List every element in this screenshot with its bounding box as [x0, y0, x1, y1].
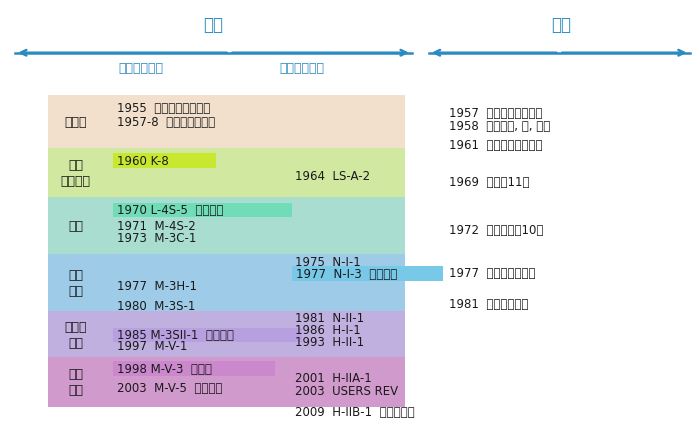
Text: 1960 K-8: 1960 K-8 [118, 155, 169, 167]
Bar [113, 154, 216, 168]
Text: 1993  H-II-1: 1993 H-II-1 [295, 335, 364, 348]
Bar [48, 149, 405, 198]
Text: 静止
衛星: 静止 衛星 [68, 269, 83, 298]
Text: 1981  コロンビア号: 1981 コロンビア号 [449, 297, 528, 310]
Text: 観測
ロケット: 観測 ロケット [61, 158, 90, 187]
Text: 1998 M-V-3  のぞみ: 1998 M-V-3 のぞみ [118, 362, 212, 375]
Text: 1985 M-3SII-1  さきがけ: 1985 M-3SII-1 さきがけ [118, 329, 234, 342]
Text: 1977  サリュート６号: 1977 サリュート６号 [449, 267, 536, 279]
Text: 1981  N-II-1: 1981 N-II-1 [295, 311, 364, 324]
Text: 2003  USERS REV: 2003 USERS REV [295, 384, 398, 397]
Text: 固体ロケット: 固体ロケット [118, 61, 163, 75]
Text: 1961  ヴォストーク１号: 1961 ヴォストーク１号 [449, 138, 543, 151]
Text: 2001  H-IIA-1: 2001 H-IIA-1 [295, 371, 372, 385]
Bar [48, 312, 405, 357]
Bar [48, 95, 405, 149]
Text: 1972  パイオニア10号: 1972 パイオニア10号 [449, 224, 544, 236]
Text: 1975  N-I-1: 1975 N-I-1 [295, 255, 361, 268]
Text: 1969  アポロ11号: 1969 アポロ11号 [449, 176, 530, 188]
Text: 1958  ルナー１, ２, ３号: 1958 ルナー１, ２, ３号 [449, 119, 551, 132]
Bar [48, 357, 405, 406]
Bar [113, 203, 292, 218]
Bar [113, 361, 274, 376]
Text: 2009  H-IIB-1  こうのとり: 2009 H-IIB-1 こうのとり [295, 405, 414, 417]
Text: 衛星: 衛星 [68, 220, 83, 233]
Text: 1997  M-V-1: 1997 M-V-1 [117, 340, 187, 352]
Text: 日本: 日本 [203, 16, 223, 34]
Text: 1970 L-4S-5  おおすみ: 1970 L-4S-5 おおすみ [118, 204, 224, 217]
Text: 1977  N-I-3  きく２号: 1977 N-I-3 きく２号 [296, 267, 397, 280]
Text: 1955  ペンシルロケット: 1955 ペンシルロケット [117, 102, 210, 115]
Text: 1980  M-3S-1: 1980 M-3S-1 [117, 299, 195, 312]
Bar [113, 328, 302, 343]
Text: 1977  M-3H-1: 1977 M-3H-1 [117, 279, 197, 292]
Text: 惑星
探査: 惑星 探査 [68, 367, 83, 396]
Text: 草創期: 草創期 [64, 115, 87, 128]
Text: 液体ロケット: 液体ロケット [279, 61, 325, 75]
Bar [292, 267, 442, 281]
Text: 世界: 世界 [552, 16, 571, 34]
Text: 1973  M-3C-1: 1973 M-3C-1 [117, 232, 196, 245]
Bar [48, 255, 405, 312]
Text: 2003  M-V-5  はやぶさ: 2003 M-V-5 はやぶさ [117, 381, 222, 394]
Text: 1964  LS-A-2: 1964 LS-A-2 [295, 169, 370, 182]
Text: 惑星間
探査: 惑星間 探査 [64, 320, 87, 349]
Text: 1986  H-I-1: 1986 H-I-1 [295, 323, 361, 336]
Bar [48, 198, 405, 255]
Text: 1957  スプートニク１号: 1957 スプートニク１号 [449, 107, 542, 120]
Text: 1971  M-4S-2: 1971 M-4S-2 [117, 220, 195, 233]
Text: 1957-8  国際地球観測年: 1957-8 国際地球観測年 [117, 115, 215, 128]
